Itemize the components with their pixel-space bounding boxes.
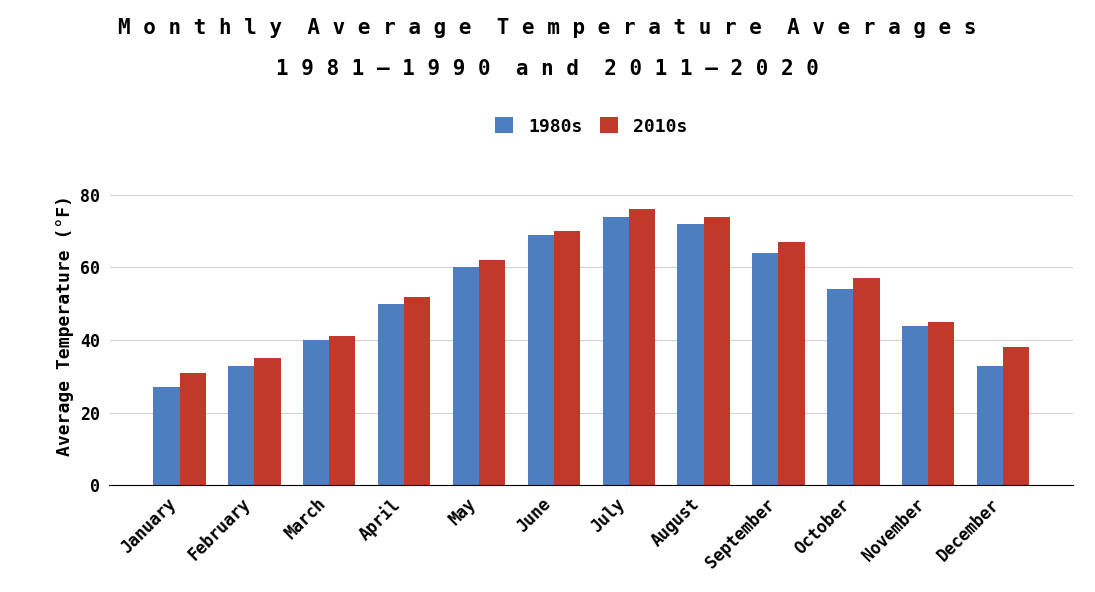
Bar bbox=[404, 297, 430, 485]
Bar bbox=[929, 322, 955, 485]
Y-axis label: Average Temperature (°F): Average Temperature (°F) bbox=[56, 195, 74, 456]
Bar bbox=[453, 268, 479, 485]
Bar bbox=[528, 235, 554, 485]
Bar bbox=[629, 210, 655, 485]
Bar bbox=[678, 224, 704, 485]
Bar bbox=[153, 387, 180, 485]
Bar bbox=[704, 217, 729, 485]
Bar bbox=[977, 365, 1003, 485]
Bar bbox=[180, 373, 206, 485]
Bar bbox=[554, 231, 580, 485]
Bar bbox=[378, 304, 404, 485]
Text: 1 9 8 1 – 1 9 9 0  a n d  2 0 1 1 – 2 0 2 0: 1 9 8 1 – 1 9 9 0 a n d 2 0 1 1 – 2 0 2 … bbox=[276, 59, 819, 79]
Text: M o n t h l y  A v e r a g e  T e m p e r a t u r e  A v e r a g e s: M o n t h l y A v e r a g e T e m p e r … bbox=[118, 18, 977, 38]
Bar bbox=[853, 278, 879, 485]
Legend: 1980s, 2010s: 1980s, 2010s bbox=[495, 117, 688, 136]
Bar bbox=[779, 242, 805, 485]
Bar bbox=[827, 289, 853, 485]
Bar bbox=[752, 253, 779, 485]
Bar bbox=[479, 260, 505, 485]
Bar bbox=[602, 217, 629, 485]
Bar bbox=[330, 336, 356, 485]
Bar bbox=[228, 365, 254, 485]
Bar bbox=[902, 326, 929, 485]
Bar bbox=[1003, 348, 1029, 485]
Bar bbox=[254, 358, 280, 485]
Bar bbox=[303, 340, 330, 485]
